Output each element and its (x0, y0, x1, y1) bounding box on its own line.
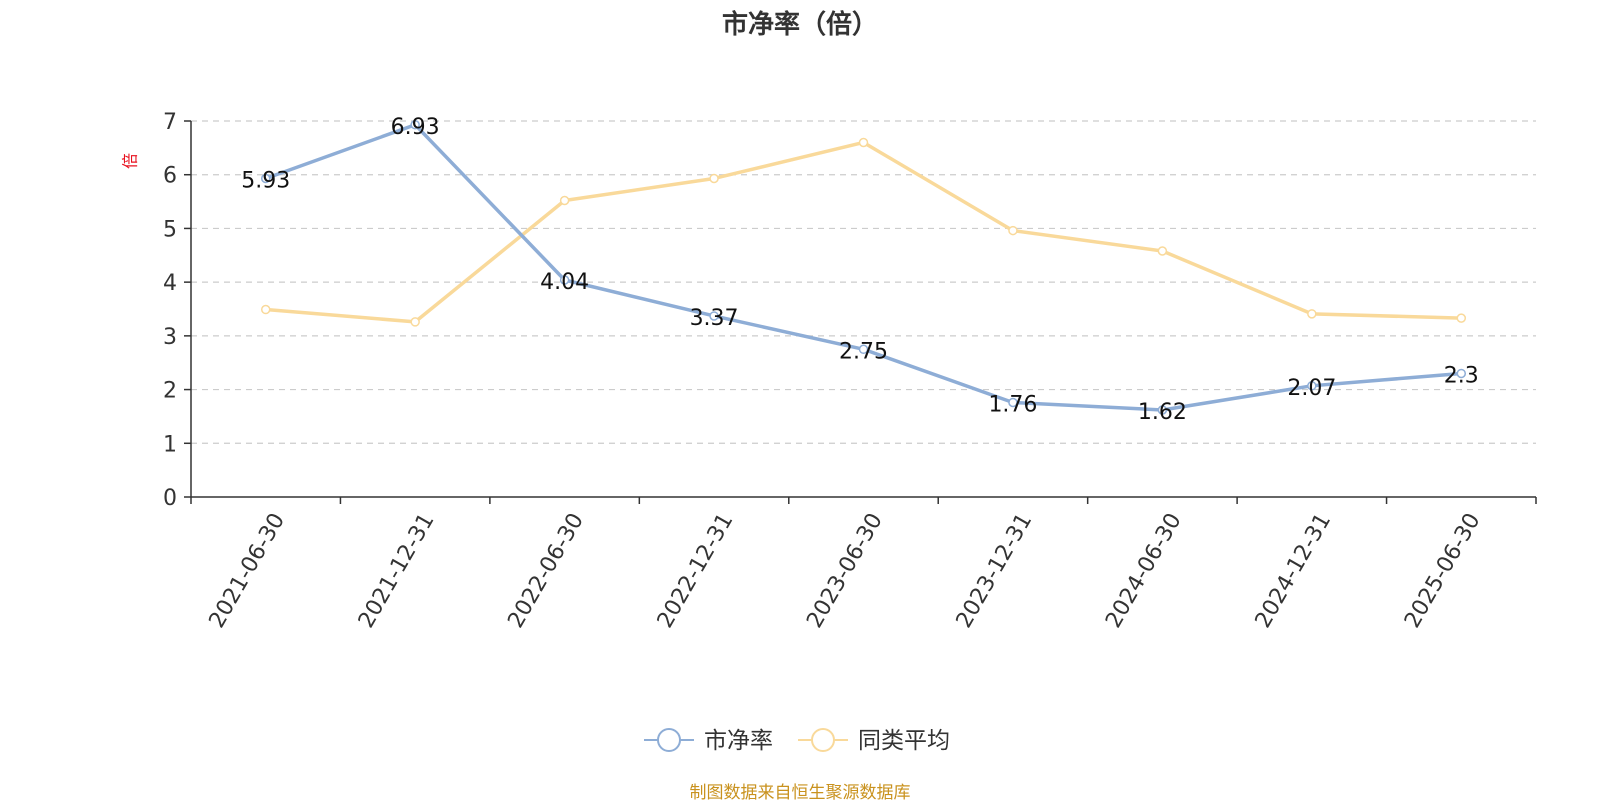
data-point[interactable] (709, 173, 719, 184)
x-tick-label: 2025-06-30 (1400, 509, 1486, 632)
data-point[interactable] (1307, 309, 1317, 319)
data-point[interactable] (1008, 397, 1018, 408)
data-label: 3.37 (690, 306, 739, 331)
legend-item-0[interactable]: 市净率 (644, 728, 773, 754)
data-point[interactable] (1008, 225, 1018, 236)
data-label: 5.93 (241, 168, 290, 193)
legend: 市净率 同类平均 (644, 728, 950, 754)
chart-title: 市净率（倍） (721, 10, 878, 40)
series-line-0 (265, 123, 1462, 412)
data-point[interactable] (1456, 368, 1467, 379)
data-point[interactable] (1456, 313, 1467, 323)
data-label: 2.07 (1287, 376, 1336, 401)
data-point[interactable] (858, 137, 869, 148)
y-tick-label: 0 (163, 486, 177, 511)
data-point[interactable] (1157, 405, 1168, 415)
legend-label: 市净率 (704, 728, 773, 754)
data-point[interactable] (858, 344, 869, 355)
legend-marker-icon (657, 728, 681, 752)
x-tick-label: 2021-06-30 (205, 509, 291, 632)
data-point[interactable] (1307, 381, 1317, 391)
x-tick-label: 2023-06-30 (802, 509, 888, 632)
y-tick-label: 6 (163, 164, 177, 189)
data-label: 6.93 (391, 115, 440, 140)
data-label: 1.76 (988, 392, 1037, 417)
series-line-1 (265, 140, 1462, 324)
y-tick-label: 2 (163, 379, 177, 404)
source-note: 制图数据来自恒生聚源数据库 (689, 783, 911, 803)
y-tick-label: 1 (163, 432, 177, 457)
legend-item-1[interactable]: 同类平均 (798, 728, 950, 754)
y-tick-label: 5 (163, 217, 177, 242)
grid-lines (191, 120, 1536, 444)
data-label: 1.62 (1138, 400, 1187, 425)
x-tick-label: 2022-12-31 (653, 509, 739, 632)
axes: 0 1 2 3 4 5 6 7 2021-06-30 2021-12-31 2022-06-30 20… (163, 110, 1537, 632)
data-point[interactable] (260, 304, 271, 315)
y-tick-label: 3 (163, 325, 177, 350)
x-tick-label: 2022-06-30 (503, 509, 589, 632)
data-point[interactable] (410, 120, 420, 130)
y-tick-label: 7 (163, 110, 177, 135)
data-point[interactable] (1157, 246, 1168, 256)
data-labels: 5.93 6.93 4.04 3.37 2.75 1.76 1.62 2.07 2.3 (241, 115, 1479, 425)
y-tick-label: 4 (163, 271, 177, 296)
x-tick-label: 2023-12-31 (952, 509, 1038, 632)
data-label: 2.75 (839, 339, 888, 364)
y-axis-label: 倍 (121, 153, 140, 169)
x-tick-label: 2024-12-31 (1251, 509, 1337, 632)
data-point[interactable] (559, 275, 570, 285)
x-tick-label: 2024-06-30 (1101, 509, 1187, 632)
data-point[interactable] (260, 173, 271, 184)
data-label: 2.3 (1444, 363, 1479, 388)
legend-label: 同类平均 (858, 728, 950, 754)
data-point[interactable] (709, 311, 719, 321)
data-point[interactable] (559, 195, 570, 206)
x-tick-label: 2021-12-31 (354, 509, 440, 632)
data-label: 4.04 (540, 270, 589, 295)
series (260, 120, 1467, 415)
legend-marker-icon (811, 728, 835, 752)
data-point[interactable] (410, 317, 420, 327)
